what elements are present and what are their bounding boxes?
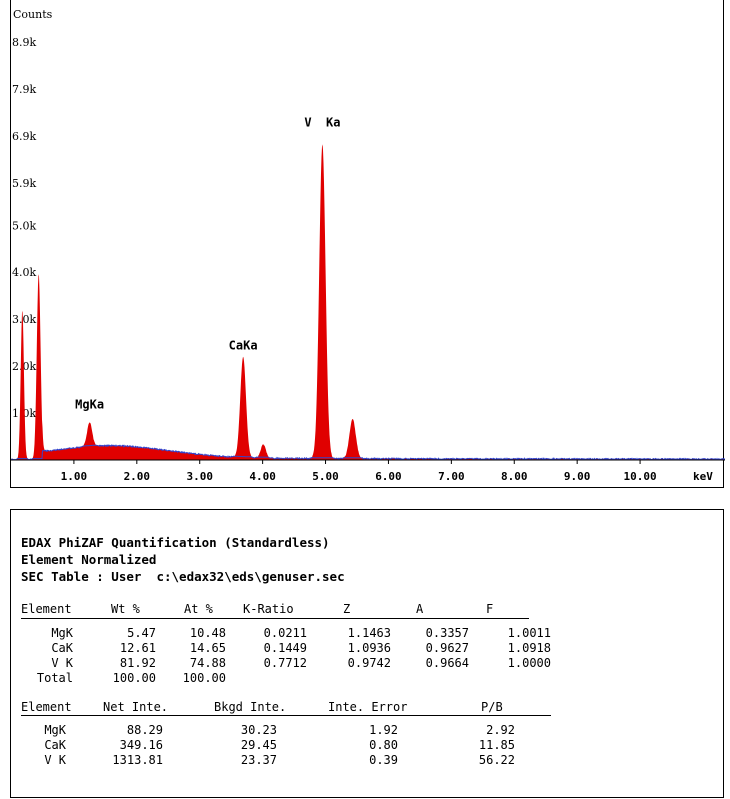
table-header-cell: Net Inte. [103, 700, 169, 714]
x-tick-label: 5.00 [312, 470, 339, 483]
table-cell: 1.0011 [507, 626, 551, 640]
x-tick-label: 1.00 [61, 470, 88, 483]
table-cell: 23.37 [240, 753, 277, 767]
y-tick-label: 7.9k [12, 83, 36, 96]
table-cell: 56.22 [478, 753, 515, 767]
y-tick-label: 6.9k [12, 130, 36, 143]
table-cell: 11.85 [478, 738, 515, 752]
y-tick-label: 2.0k [12, 360, 36, 373]
table-cell: 74.88 [189, 656, 226, 670]
quantification-panel: EDAX PhiZAF Quantification (Standardless… [10, 509, 724, 798]
x-tick-label: 3.00 [186, 470, 213, 483]
sec-table-line: SEC Table : User c:\edax32\eds\genuser.s… [21, 569, 345, 584]
x-tick-label: 9.00 [564, 470, 591, 483]
table-cell: 81.92 [119, 656, 156, 670]
x-tick-label: 7.00 [438, 470, 465, 483]
table-cell: 349.16 [119, 738, 163, 752]
table-total-cell: 100.00 [182, 671, 226, 685]
y-tick-label: 5.9k [12, 177, 36, 190]
x-tick-label: 8.00 [501, 470, 528, 483]
table-cell: 0.9742 [347, 656, 391, 670]
y-axis-label: Counts [13, 8, 53, 21]
quant-title: EDAX PhiZAF Quantification (Standardless… [21, 535, 330, 550]
intensity-table-rule [21, 715, 551, 716]
table-cell: V K [51, 656, 73, 670]
table-cell: 0.0211 [263, 626, 307, 640]
table-cell: 12.61 [119, 641, 156, 655]
spectrum-chart: Counts 8.9k 7.9k 6.9k 5.9k 5.0k 4.0k 3.0k 2.0k 1… [11, 8, 725, 483]
table-header-cell: K-Ratio [243, 602, 294, 616]
table-cell: 1.92 [369, 723, 398, 737]
y-tick-label: 3.0k [12, 313, 36, 326]
quant-subtitle: Element Normalized [21, 552, 157, 567]
table-cell: 0.7712 [263, 656, 307, 670]
table-header-cell: Bkgd Inte. [214, 700, 287, 714]
table-header-cell: Wt % [111, 602, 140, 616]
y-tick-label: 8.9k [12, 36, 36, 49]
table-cell: 29.45 [240, 738, 277, 752]
table-cell: MgK [51, 626, 73, 640]
table-cell: 0.1449 [263, 641, 307, 655]
table-cell: 1.0000 [507, 656, 551, 670]
peak-label: V Ka [304, 116, 340, 130]
x-tick-label: 6.00 [375, 470, 402, 483]
peak-label: CaKa [229, 339, 258, 353]
table-cell: 1.0918 [507, 641, 551, 655]
x-axis-label: keV [693, 470, 713, 483]
table-header-cell: A [416, 602, 424, 616]
table-cell: 14.65 [189, 641, 226, 655]
table-cell: V K [44, 753, 66, 767]
table-cell: 0.9627 [425, 641, 469, 655]
table-cell: CaK [51, 641, 73, 655]
table-total-cell: 100.00 [112, 671, 156, 685]
table-cell: MgK [44, 723, 66, 737]
x-tick-label: 10.00 [624, 470, 657, 483]
y-tick-label: 5.0k [12, 219, 36, 232]
table-header-cell: Z [343, 602, 351, 616]
spectrum-panel: Counts 8.9k 7.9k 6.9k 5.9k 5.0k 4.0k 3.0k 2.0k 1… [10, 0, 725, 488]
table-cell: 88.29 [126, 723, 163, 737]
peak-label: MgKa [75, 397, 104, 411]
table-header-cell: Element [21, 700, 72, 714]
table-cell: 0.80 [369, 738, 398, 752]
table-cell: CaK [44, 738, 66, 752]
table-cell: 2.92 [486, 723, 515, 737]
x-tick-label: 4.00 [249, 470, 276, 483]
table-cell: 5.47 [127, 626, 156, 640]
y-tick-label: 4.0k [12, 266, 36, 279]
table-cell: 1.1463 [347, 626, 391, 640]
zaf-table-rule [21, 618, 529, 619]
spectrum-fill [11, 144, 725, 460]
table-header-cell: At % [184, 602, 213, 616]
table-cell: 0.9664 [425, 656, 469, 670]
table-total-cell: Total [36, 671, 73, 685]
table-cell: 0.3357 [425, 626, 469, 640]
x-tick-label: 2.00 [124, 470, 151, 483]
table-header-cell: Inte. Error [328, 700, 408, 714]
table-header-cell: P/B [481, 700, 503, 714]
table-cell: 1313.81 [112, 753, 163, 767]
background-line [11, 444, 725, 461]
table-cell: 30.23 [240, 723, 277, 737]
table-cell: 10.48 [189, 626, 226, 640]
table-cell: 0.39 [369, 753, 398, 767]
table-header-cell: F [486, 602, 494, 616]
table-cell: 1.0936 [347, 641, 391, 655]
table-header-cell: Element [21, 602, 72, 616]
